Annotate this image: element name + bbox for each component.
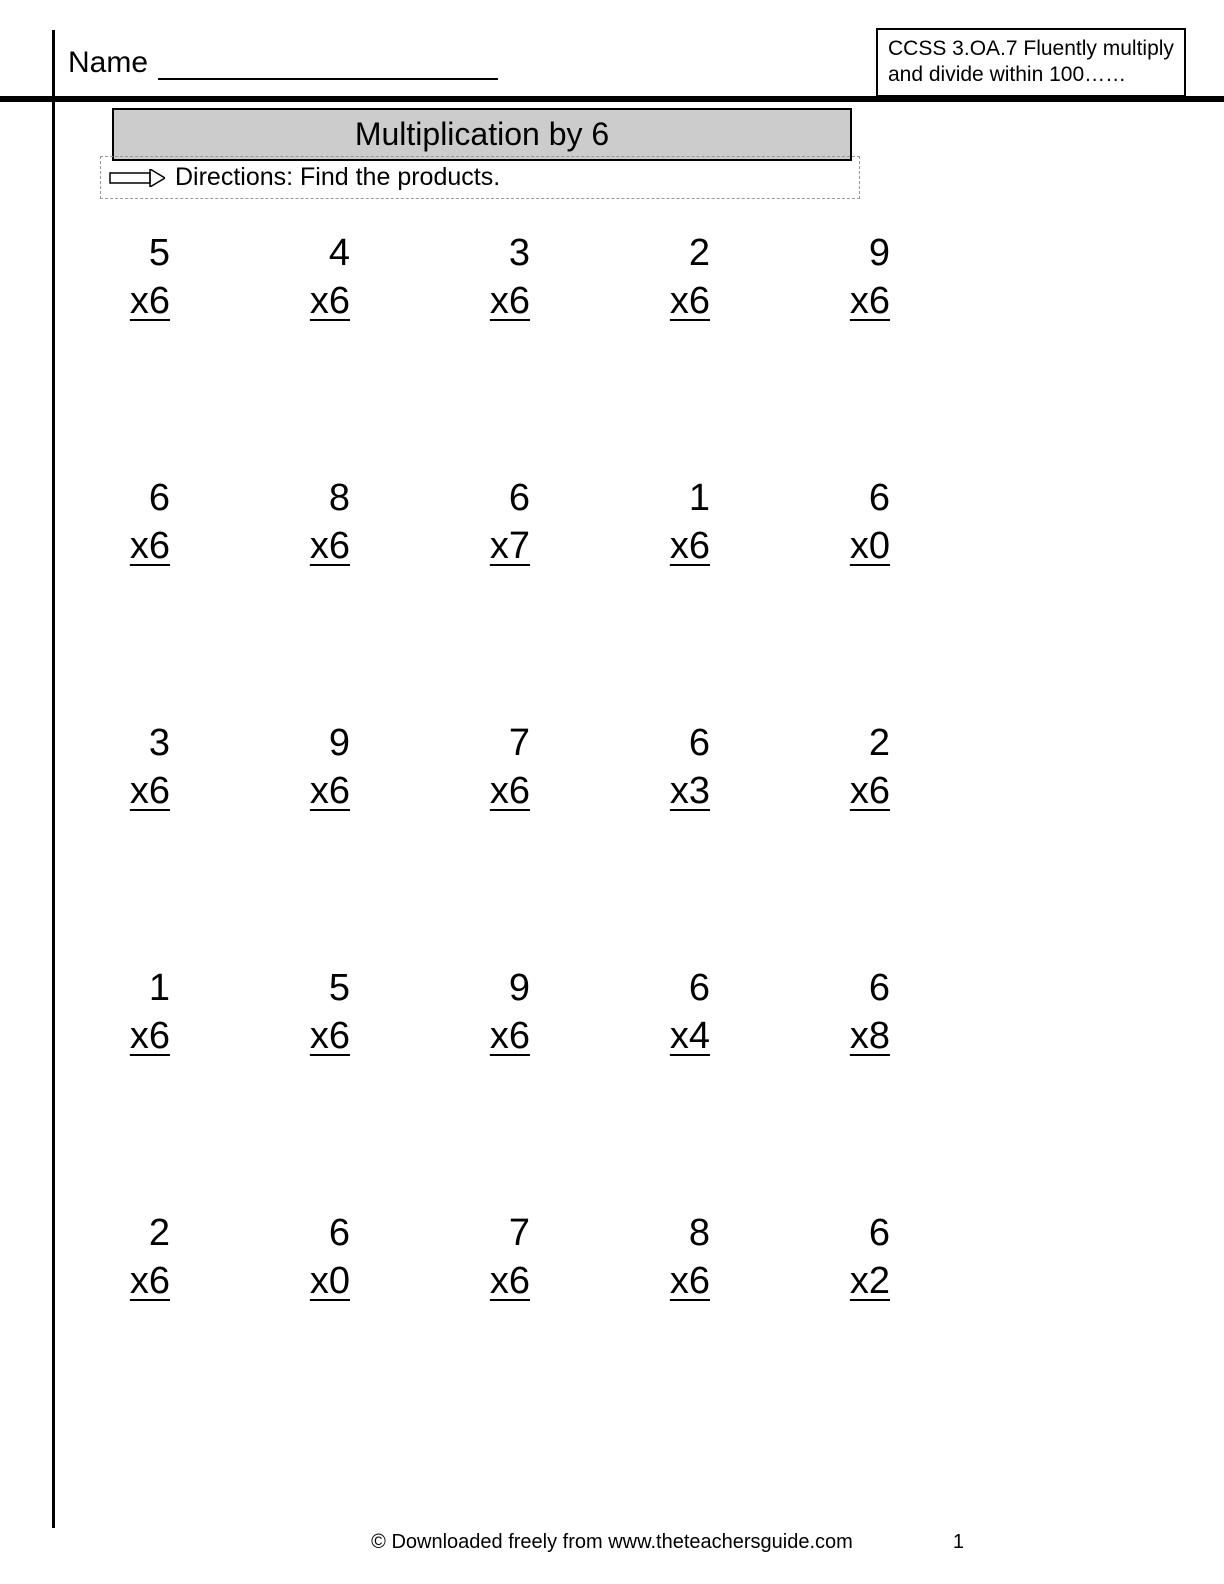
multiplicand: 1 bbox=[630, 475, 710, 523]
multiplication-problem: 5x6 bbox=[90, 230, 170, 325]
multiplicand: 6 bbox=[810, 1210, 890, 1258]
multiplier: x6 bbox=[90, 1258, 170, 1306]
directions-box: Directions: Find the products. bbox=[100, 156, 860, 199]
multiplicand: 6 bbox=[450, 475, 530, 523]
multiplicand: 7 bbox=[450, 1210, 530, 1258]
multiplicand: 6 bbox=[630, 720, 710, 768]
footer-text: © Downloaded freely from www.theteachers… bbox=[0, 1531, 1224, 1554]
multiplicand: 3 bbox=[450, 230, 530, 278]
multiplier: x0 bbox=[270, 1258, 350, 1306]
problem-row: 3x6 9x6 7x6 6x3 2x6 bbox=[90, 720, 890, 815]
multiplier: x6 bbox=[90, 1013, 170, 1061]
multiplier: x6 bbox=[270, 1013, 350, 1061]
multiplicand: 1 bbox=[90, 965, 170, 1013]
multiplier: x7 bbox=[450, 523, 530, 571]
problem-row: 2x6 6x0 7x6 8x6 6x2 bbox=[90, 1210, 890, 1305]
multiplier: x6 bbox=[630, 278, 710, 326]
multiplicand: 5 bbox=[270, 965, 350, 1013]
multiplication-problem: 6x8 bbox=[810, 965, 890, 1060]
directions-text: Directions: Find the products. bbox=[175, 163, 500, 192]
multiplier: x6 bbox=[450, 1013, 530, 1061]
page-number: 1 bbox=[953, 1531, 964, 1554]
multiplier: x6 bbox=[810, 768, 890, 816]
standards-text-line2: and divide within 100…… bbox=[888, 63, 1126, 86]
multiplier: x6 bbox=[90, 523, 170, 571]
multiplier: x6 bbox=[450, 768, 530, 816]
multiplication-problem: 7x6 bbox=[450, 1210, 530, 1305]
name-section: Name bbox=[68, 46, 498, 80]
multiplier: x3 bbox=[630, 768, 710, 816]
worksheet-title-box: Multiplication by 6 bbox=[112, 108, 852, 161]
multiplication-problem: 9x6 bbox=[450, 965, 530, 1060]
multiplication-problem: 6x0 bbox=[810, 475, 890, 570]
multiplication-problem: 6x3 bbox=[630, 720, 710, 815]
multiplication-problem: 2x6 bbox=[810, 720, 890, 815]
multiplier: x6 bbox=[630, 1258, 710, 1306]
multiplicand: 6 bbox=[630, 965, 710, 1013]
multiplier: x4 bbox=[630, 1013, 710, 1061]
problems-grid: 5x6 4x6 3x6 2x6 9x6 6x6 8x6 6x7 1x6 6x0 … bbox=[90, 230, 890, 1455]
multiplicand: 6 bbox=[810, 475, 890, 523]
standards-text-line1: CCSS 3.OA.7 Fluently multiply bbox=[888, 37, 1174, 60]
arrow-right-icon bbox=[109, 169, 165, 187]
multiplication-problem: 6x6 bbox=[90, 475, 170, 570]
multiplication-problem: 6x2 bbox=[810, 1210, 890, 1305]
multiplier: x6 bbox=[270, 523, 350, 571]
multiplication-problem: 9x6 bbox=[270, 720, 350, 815]
multiplier: x6 bbox=[450, 1258, 530, 1306]
multiplicand: 8 bbox=[630, 1210, 710, 1258]
name-label: Name bbox=[68, 46, 148, 80]
multiplication-problem: 9x6 bbox=[810, 230, 890, 325]
multiplier: x6 bbox=[90, 768, 170, 816]
multiplication-problem: 1x6 bbox=[90, 965, 170, 1060]
multiplication-problem: 3x6 bbox=[90, 720, 170, 815]
multiplier: x6 bbox=[270, 278, 350, 326]
multiplication-problem: 8x6 bbox=[630, 1210, 710, 1305]
multiplicand: 2 bbox=[90, 1210, 170, 1258]
multiplication-problem: 6x7 bbox=[450, 475, 530, 570]
multiplier: x6 bbox=[90, 278, 170, 326]
multiplication-problem: 4x6 bbox=[270, 230, 350, 325]
multiplication-problem: 6x4 bbox=[630, 965, 710, 1060]
multiplicand: 2 bbox=[630, 230, 710, 278]
multiplicand: 9 bbox=[270, 720, 350, 768]
multiplication-problem: 7x6 bbox=[450, 720, 530, 815]
multiplier: x8 bbox=[810, 1013, 890, 1061]
name-input-line[interactable] bbox=[158, 78, 498, 80]
multiplicand: 7 bbox=[450, 720, 530, 768]
multiplicand: 6 bbox=[810, 965, 890, 1013]
multiplication-problem: 5x6 bbox=[270, 965, 350, 1060]
problem-row: 1x6 5x6 9x6 6x4 6x8 bbox=[90, 965, 890, 1060]
problem-row: 5x6 4x6 3x6 2x6 9x6 bbox=[90, 230, 890, 325]
horizontal-rule bbox=[0, 96, 1224, 102]
multiplication-problem: 2x6 bbox=[90, 1210, 170, 1305]
multiplier: x6 bbox=[630, 523, 710, 571]
multiplier: x6 bbox=[270, 768, 350, 816]
multiplication-problem: 6x0 bbox=[270, 1210, 350, 1305]
multiplication-problem: 3x6 bbox=[450, 230, 530, 325]
multiplier: x2 bbox=[810, 1258, 890, 1306]
multiplication-problem: 2x6 bbox=[630, 230, 710, 325]
multiplicand: 8 bbox=[270, 475, 350, 523]
multiplicand: 9 bbox=[450, 965, 530, 1013]
multiplicand: 9 bbox=[810, 230, 890, 278]
problem-row: 6x6 8x6 6x7 1x6 6x0 bbox=[90, 475, 890, 570]
multiplicand: 2 bbox=[810, 720, 890, 768]
vertical-rule bbox=[52, 30, 55, 1528]
standards-box: CCSS 3.OA.7 Fluently multiply and divide… bbox=[876, 28, 1186, 97]
multiplicand: 5 bbox=[90, 230, 170, 278]
multiplicand: 6 bbox=[270, 1210, 350, 1258]
multiplication-problem: 8x6 bbox=[270, 475, 350, 570]
multiplicand: 3 bbox=[90, 720, 170, 768]
multiplicand: 4 bbox=[270, 230, 350, 278]
multiplier: x0 bbox=[810, 523, 890, 571]
multiplier: x6 bbox=[810, 278, 890, 326]
multiplier: x6 bbox=[450, 278, 530, 326]
worksheet-title: Multiplication by 6 bbox=[355, 116, 609, 152]
multiplication-problem: 1x6 bbox=[630, 475, 710, 570]
multiplicand: 6 bbox=[90, 475, 170, 523]
